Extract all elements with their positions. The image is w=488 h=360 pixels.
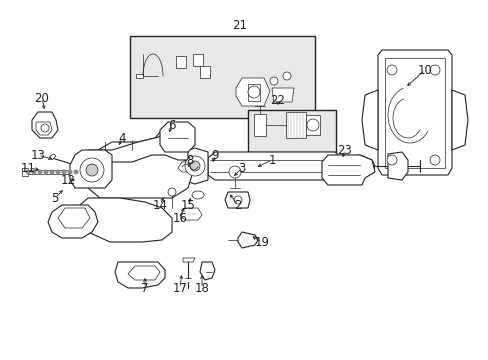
Polygon shape [176, 56, 185, 68]
Polygon shape [160, 122, 195, 152]
Polygon shape [200, 262, 215, 280]
Circle shape [74, 170, 78, 174]
Bar [247, 110, 335, 152]
Text: 3: 3 [238, 162, 245, 175]
Text: 20: 20 [35, 91, 49, 104]
Text: 19: 19 [254, 235, 269, 248]
Text: 14: 14 [152, 198, 167, 212]
Polygon shape [200, 66, 209, 78]
Polygon shape [377, 50, 451, 175]
Polygon shape [271, 88, 293, 102]
Text: 1: 1 [268, 153, 275, 166]
Circle shape [86, 164, 98, 176]
Text: 2: 2 [234, 198, 241, 212]
Polygon shape [451, 90, 467, 150]
Circle shape [168, 188, 176, 196]
Circle shape [429, 65, 439, 75]
Circle shape [184, 156, 204, 176]
Circle shape [228, 166, 241, 178]
Polygon shape [50, 154, 56, 160]
Polygon shape [180, 208, 202, 220]
Circle shape [247, 86, 260, 98]
Polygon shape [80, 198, 172, 242]
Text: 23: 23 [337, 144, 352, 157]
Polygon shape [236, 78, 269, 106]
Text: 11: 11 [20, 162, 36, 175]
Polygon shape [85, 130, 192, 198]
Polygon shape [58, 208, 90, 228]
Text: 13: 13 [31, 149, 45, 162]
Text: 22: 22 [270, 94, 285, 107]
Polygon shape [128, 266, 160, 280]
Circle shape [26, 170, 30, 174]
Bar [253, 114, 265, 136]
Polygon shape [193, 54, 203, 66]
Text: 5: 5 [51, 192, 59, 204]
Bar [384, 58, 444, 168]
Circle shape [269, 77, 278, 85]
Polygon shape [136, 74, 142, 78]
Circle shape [38, 170, 42, 174]
Polygon shape [361, 90, 377, 150]
Circle shape [386, 155, 396, 165]
Text: 7: 7 [141, 282, 148, 294]
Bar [285, 112, 305, 138]
Polygon shape [341, 155, 374, 178]
Text: 15: 15 [180, 198, 195, 212]
Polygon shape [48, 205, 98, 238]
Circle shape [386, 65, 396, 75]
Polygon shape [178, 148, 207, 184]
Polygon shape [88, 135, 187, 162]
Text: 18: 18 [194, 282, 209, 294]
Polygon shape [32, 112, 58, 138]
Polygon shape [207, 152, 341, 180]
Polygon shape [70, 150, 112, 188]
Polygon shape [178, 162, 202, 172]
Polygon shape [224, 192, 249, 208]
Circle shape [50, 170, 54, 174]
Circle shape [61, 170, 66, 174]
Circle shape [190, 161, 200, 171]
Circle shape [68, 170, 72, 174]
Polygon shape [22, 168, 28, 176]
Circle shape [306, 119, 318, 131]
Polygon shape [321, 155, 374, 185]
Bar [305, 115, 319, 135]
Text: 6: 6 [168, 118, 175, 131]
Circle shape [80, 158, 104, 182]
Circle shape [44, 170, 48, 174]
Polygon shape [387, 152, 407, 180]
Circle shape [56, 170, 60, 174]
Text: 12: 12 [61, 174, 75, 186]
Text: 16: 16 [172, 212, 187, 225]
Text: 17: 17 [172, 282, 187, 294]
Text: 9: 9 [211, 149, 218, 162]
Polygon shape [183, 258, 195, 262]
Circle shape [429, 155, 439, 165]
Circle shape [32, 170, 36, 174]
Polygon shape [115, 262, 164, 288]
Bar [130, 36, 314, 118]
Polygon shape [247, 84, 260, 101]
Text: 10: 10 [417, 63, 431, 77]
Text: 8: 8 [186, 153, 193, 166]
Circle shape [41, 124, 49, 132]
Text: 4: 4 [118, 131, 125, 144]
Polygon shape [36, 122, 52, 135]
Circle shape [234, 196, 242, 204]
Text: 21: 21 [232, 18, 247, 32]
Circle shape [283, 72, 290, 80]
Polygon shape [238, 232, 258, 248]
